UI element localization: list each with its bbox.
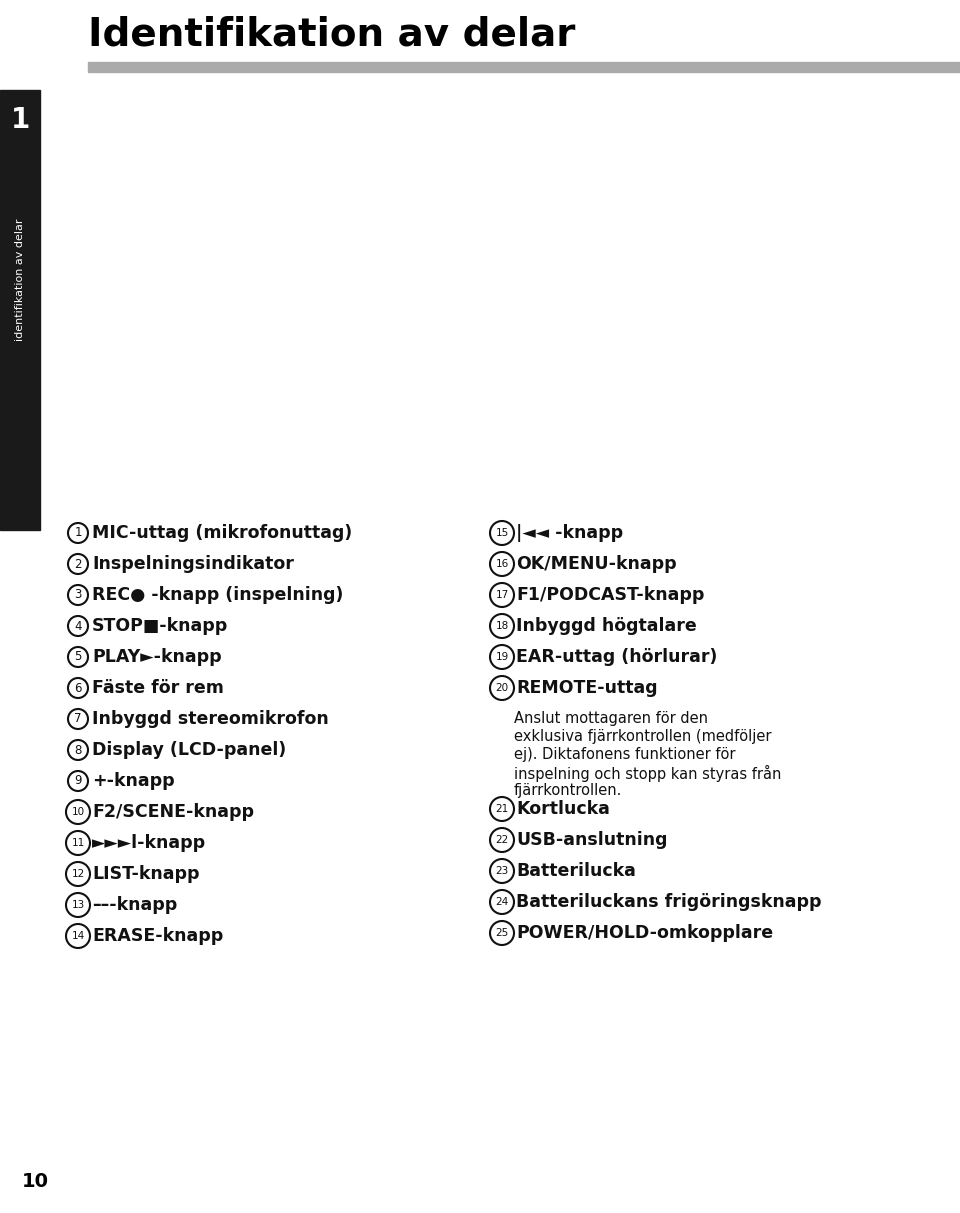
Bar bbox=[0, 90, 40, 530]
Circle shape bbox=[490, 583, 514, 606]
Circle shape bbox=[68, 771, 88, 791]
Text: 3: 3 bbox=[74, 588, 82, 602]
Text: F2/SCENE-knapp: F2/SCENE-knapp bbox=[92, 803, 254, 821]
Circle shape bbox=[68, 554, 88, 574]
Text: 10: 10 bbox=[71, 807, 84, 818]
Circle shape bbox=[66, 801, 90, 824]
Text: 5: 5 bbox=[74, 650, 82, 664]
Text: 16: 16 bbox=[495, 559, 509, 569]
Circle shape bbox=[66, 862, 90, 885]
Text: fjärrkontrollen.: fjärrkontrollen. bbox=[514, 784, 622, 798]
Circle shape bbox=[490, 614, 514, 638]
Text: 17: 17 bbox=[495, 590, 509, 600]
Text: exklusiva fjärrkontrollen (medföljer: exklusiva fjärrkontrollen (medföljer bbox=[514, 729, 772, 745]
Text: 8: 8 bbox=[74, 744, 82, 757]
Text: 10: 10 bbox=[22, 1172, 49, 1191]
Text: 22: 22 bbox=[495, 835, 509, 845]
Circle shape bbox=[490, 797, 514, 821]
Text: 4: 4 bbox=[74, 620, 82, 632]
Text: 25: 25 bbox=[495, 928, 509, 938]
Text: identifikation av delar: identifikation av delar bbox=[15, 218, 25, 341]
Text: +-knapp: +-knapp bbox=[92, 771, 175, 790]
Text: 9: 9 bbox=[74, 774, 82, 787]
Text: 21: 21 bbox=[495, 804, 509, 814]
Text: 24: 24 bbox=[495, 896, 509, 907]
Circle shape bbox=[68, 616, 88, 636]
Circle shape bbox=[490, 890, 514, 915]
Text: inspelning och stopp kan styras från: inspelning och stopp kan styras från bbox=[514, 764, 781, 781]
Text: POWER/HOLD-omkopplare: POWER/HOLD-omkopplare bbox=[516, 924, 773, 943]
Bar bbox=[88, 62, 960, 72]
Text: Identifikation av delar: Identifikation av delar bbox=[88, 15, 575, 53]
Circle shape bbox=[68, 740, 88, 761]
Text: 18: 18 bbox=[495, 621, 509, 631]
Circle shape bbox=[490, 676, 514, 700]
Text: EAR-uttag (hörlurar): EAR-uttag (hörlurar) bbox=[516, 648, 717, 666]
Text: Batteriluckans frigöringsknapp: Batteriluckans frigöringsknapp bbox=[516, 893, 822, 911]
Text: USB-anslutning: USB-anslutning bbox=[516, 831, 667, 849]
Text: Inbyggd högtalare: Inbyggd högtalare bbox=[516, 617, 697, 634]
Circle shape bbox=[68, 678, 88, 697]
Text: Display (LCD-panel): Display (LCD-panel) bbox=[92, 741, 286, 759]
Text: 2: 2 bbox=[74, 558, 82, 570]
Text: LIST-knapp: LIST-knapp bbox=[92, 865, 200, 883]
Text: 11: 11 bbox=[71, 838, 84, 848]
Text: MIC-uttag (mikrofonuttag): MIC-uttag (mikrofonuttag) bbox=[92, 524, 352, 542]
Circle shape bbox=[68, 647, 88, 667]
Text: 6: 6 bbox=[74, 682, 82, 695]
Text: REMOTE-uttag: REMOTE-uttag bbox=[516, 679, 658, 697]
Text: ►►►l-knapp: ►►►l-knapp bbox=[92, 835, 206, 852]
Circle shape bbox=[68, 585, 88, 605]
Circle shape bbox=[66, 924, 90, 949]
Text: PLAY►-knapp: PLAY►-knapp bbox=[92, 648, 222, 666]
Circle shape bbox=[490, 645, 514, 670]
Text: Kortlucka: Kortlucka bbox=[516, 801, 610, 818]
Text: 23: 23 bbox=[495, 866, 509, 876]
Text: F1/PODCAST-knapp: F1/PODCAST-knapp bbox=[516, 586, 705, 604]
Text: |◄◄ -knapp: |◄◄ -knapp bbox=[516, 524, 623, 542]
Text: 15: 15 bbox=[495, 528, 509, 539]
Circle shape bbox=[490, 921, 514, 945]
Text: ej). Diktafonens funktioner för: ej). Diktafonens funktioner för bbox=[514, 747, 735, 763]
Circle shape bbox=[66, 893, 90, 917]
Text: STOP■-knapp: STOP■-knapp bbox=[92, 617, 228, 634]
Circle shape bbox=[66, 831, 90, 855]
Text: 1: 1 bbox=[74, 526, 82, 540]
Text: Inspelningsindikator: Inspelningsindikator bbox=[92, 556, 294, 573]
Text: Fäste för rem: Fäste för rem bbox=[92, 679, 224, 697]
Text: OK/MENU-knapp: OK/MENU-knapp bbox=[516, 556, 677, 573]
Circle shape bbox=[68, 710, 88, 729]
Circle shape bbox=[490, 859, 514, 883]
Text: 20: 20 bbox=[495, 683, 509, 693]
Text: Batterilucka: Batterilucka bbox=[516, 862, 636, 879]
Circle shape bbox=[490, 522, 514, 545]
Text: 14: 14 bbox=[71, 932, 84, 941]
Circle shape bbox=[68, 523, 88, 543]
Circle shape bbox=[490, 828, 514, 852]
Text: REC● -knapp (inspelning): REC● -knapp (inspelning) bbox=[92, 586, 344, 604]
Text: 13: 13 bbox=[71, 900, 84, 910]
Text: 1: 1 bbox=[11, 106, 30, 133]
Text: ––-knapp: ––-knapp bbox=[92, 896, 178, 915]
Circle shape bbox=[490, 552, 514, 576]
Text: Inbyggd stereomikrofon: Inbyggd stereomikrofon bbox=[92, 710, 328, 728]
Text: Anslut mottagaren för den: Anslut mottagaren för den bbox=[514, 712, 708, 727]
Text: ERASE-knapp: ERASE-knapp bbox=[92, 927, 224, 945]
Text: 7: 7 bbox=[74, 712, 82, 725]
Text: 19: 19 bbox=[495, 653, 509, 662]
Text: 12: 12 bbox=[71, 869, 84, 879]
